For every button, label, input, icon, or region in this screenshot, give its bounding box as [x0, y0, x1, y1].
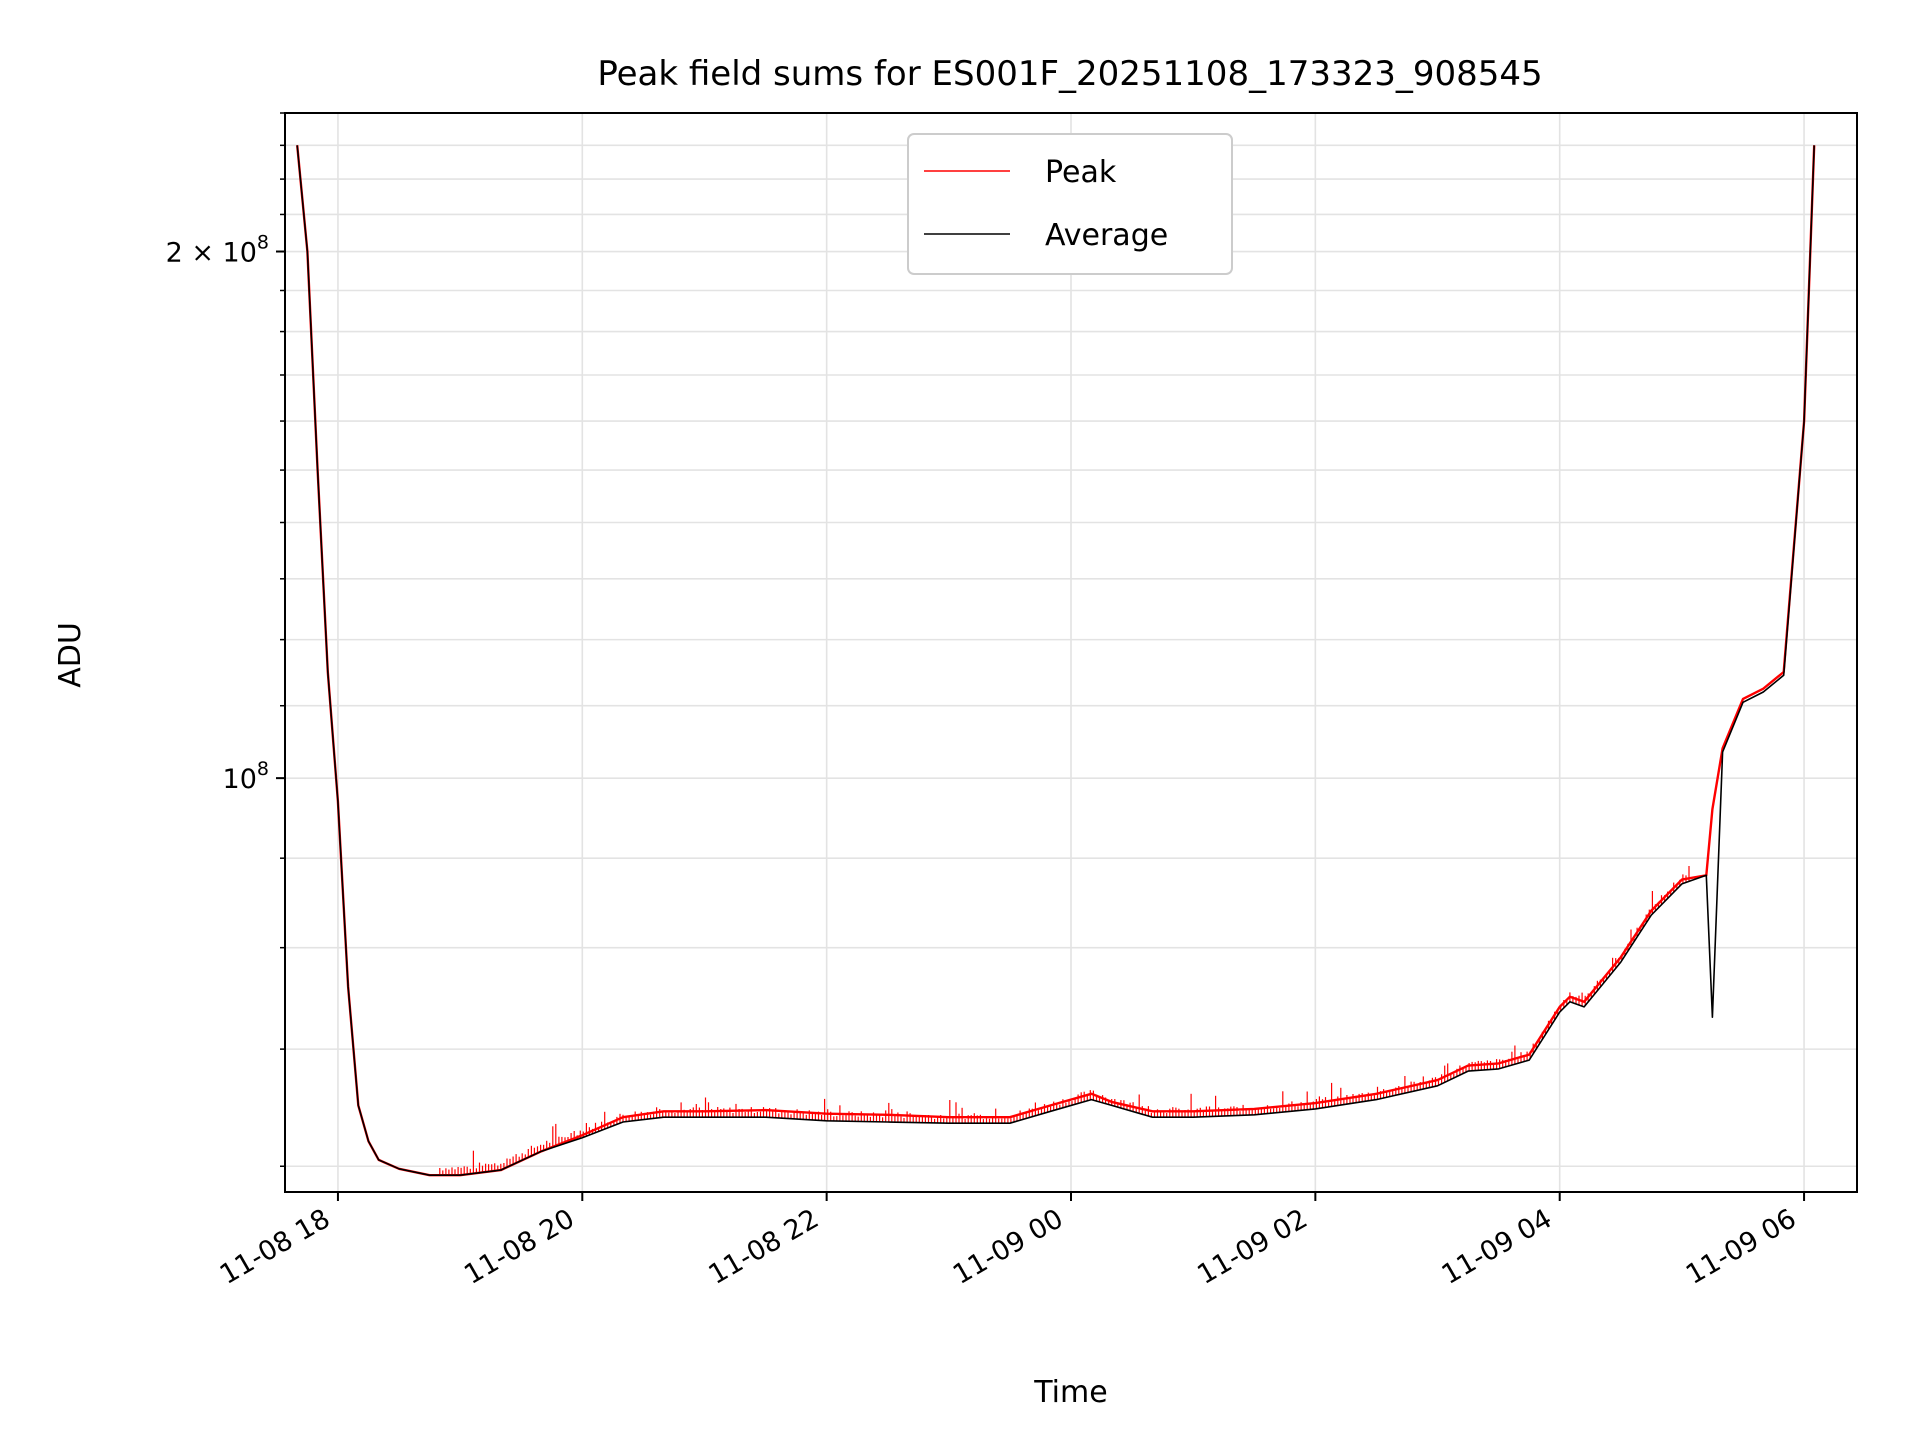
- legend-label-average: Average: [1045, 218, 1168, 253]
- legend: Peak Average: [907, 133, 1233, 275]
- series-line-average: [296, 145, 1815, 1176]
- x-axis-label: Time: [1033, 1375, 1107, 1410]
- chart-title: Peak field sums for ES001F_20251108_1733…: [597, 54, 1542, 94]
- y-axis-label: ADU: [53, 622, 88, 688]
- plot-series: [296, 145, 1816, 1177]
- legend-box: [907, 133, 1233, 275]
- legend-label-peak: Peak: [1045, 155, 1117, 190]
- y-tick-label: 2 × 108: [166, 232, 269, 269]
